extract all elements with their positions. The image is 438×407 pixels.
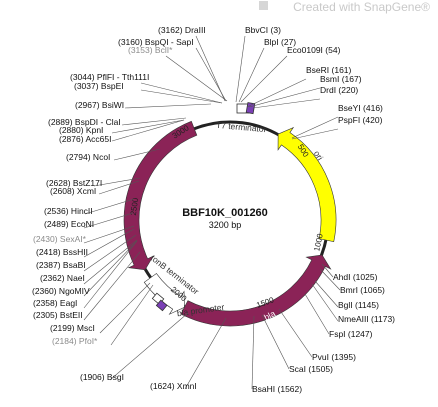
site-label[interactable]: (3153) BclI* [128,45,173,55]
site-label[interactable]: ScaI (1505) [289,364,333,374]
site-label[interactable]: (1624) XmnI [150,381,197,391]
site-label[interactable]: BseRI (161) [306,65,352,75]
site-label[interactable]: (3037) BspEI [74,81,124,91]
purple-feature-marker-top[interactable] [245,102,256,115]
purple-feature-marker-bottom[interactable] [155,299,168,312]
site-label[interactable]: (2608) XcmI [50,186,96,196]
site-label[interactable]: Eco0109I (54) [287,45,341,55]
site-label[interactable]: (2536) HincII [44,206,93,216]
feature-arc-mlt027[interactable] [123,120,198,271]
site-label[interactable]: (2628) BstZ17I [46,178,102,188]
site-label[interactable]: (3162) DraIII [158,25,206,35]
site-label[interactable]: (2880) KpnI [59,125,103,135]
feature-arc-ori[interactable] [277,126,337,243]
site-label[interactable]: DrdI (220) [320,85,358,95]
site-label[interactable]: (2418) BssHII [36,247,88,257]
feature-arc-bla[interactable] [180,254,332,327]
site-label[interactable]: BsaHI (1562) [252,384,302,394]
site-label[interactable]: AhdI (1025) [333,272,378,282]
site-label[interactable]: NmeAIII (1173) [338,314,395,324]
site-label[interactable]: (2967) BsiWI [75,100,124,110]
site-label[interactable]: (2489) EcoNI [44,219,94,229]
plasmid-size: 3200 bp [209,220,242,230]
restriction-sites: (3162) DraIII BbvCI (3) (3160) BspQI - Sap… [32,25,395,394]
site-label[interactable]: (2794) NcoI [66,152,110,162]
snapgene-logo-icon [259,1,268,10]
tick-label-1000: 1000 [312,232,325,252]
site-label[interactable]: (3160) BspQI - SapI [118,37,194,47]
site-label[interactable]: (2387) BsaBI [36,260,86,270]
site-label[interactable]: BmrI (1065) [340,285,385,295]
site-label[interactable]: FspI (1247) [329,329,373,339]
site-label[interactable]: BglI (1145) [338,300,379,310]
watermark-text: Created with SnapGene® [293,0,430,14]
tick-label-2500: 2500 [129,197,140,216]
site-label[interactable]: (3044) PflFI - Tth111I [70,72,149,82]
t7-terminator-label: T7 terminator [216,120,267,134]
site-label[interactable]: BlpI (27) [264,37,296,47]
feature-label-mlt027: Mlt027 [110,168,127,196]
site-label[interactable]: (2876) Acc65I [59,134,111,144]
site-label[interactable]: (2199) MscI [50,323,95,333]
leader-lines [83,35,341,390]
site-label[interactable]: (2184) PfoI* [52,336,98,346]
site-label[interactable]: (1906) BsgI [80,372,124,382]
feature-label-ori: ori [312,149,326,162]
site-label[interactable]: BseYI (416) [338,103,383,113]
site-label[interactable]: PvuI (1395) [312,352,356,362]
site-label[interactable]: (2358) EagI [33,298,77,308]
site-label[interactable]: BsmI (167) [320,74,362,84]
site-label[interactable]: PspFI (420) [338,115,383,125]
site-label[interactable]: (2360) NgoMIV [32,286,90,296]
feature-label-bla: bla [262,308,277,322]
site-label[interactable]: (2362) NaeI [40,273,85,283]
site-label[interactable]: BbvCI (3) [245,25,281,35]
site-label[interactable]: (2430) SexAI* [33,234,87,244]
site-label[interactable]: (2305) BstEII [33,310,83,320]
plasmid-name: BBF10K_001260 [182,207,268,219]
site-label[interactable]: (2889) BspDI - ClaI [48,117,121,127]
